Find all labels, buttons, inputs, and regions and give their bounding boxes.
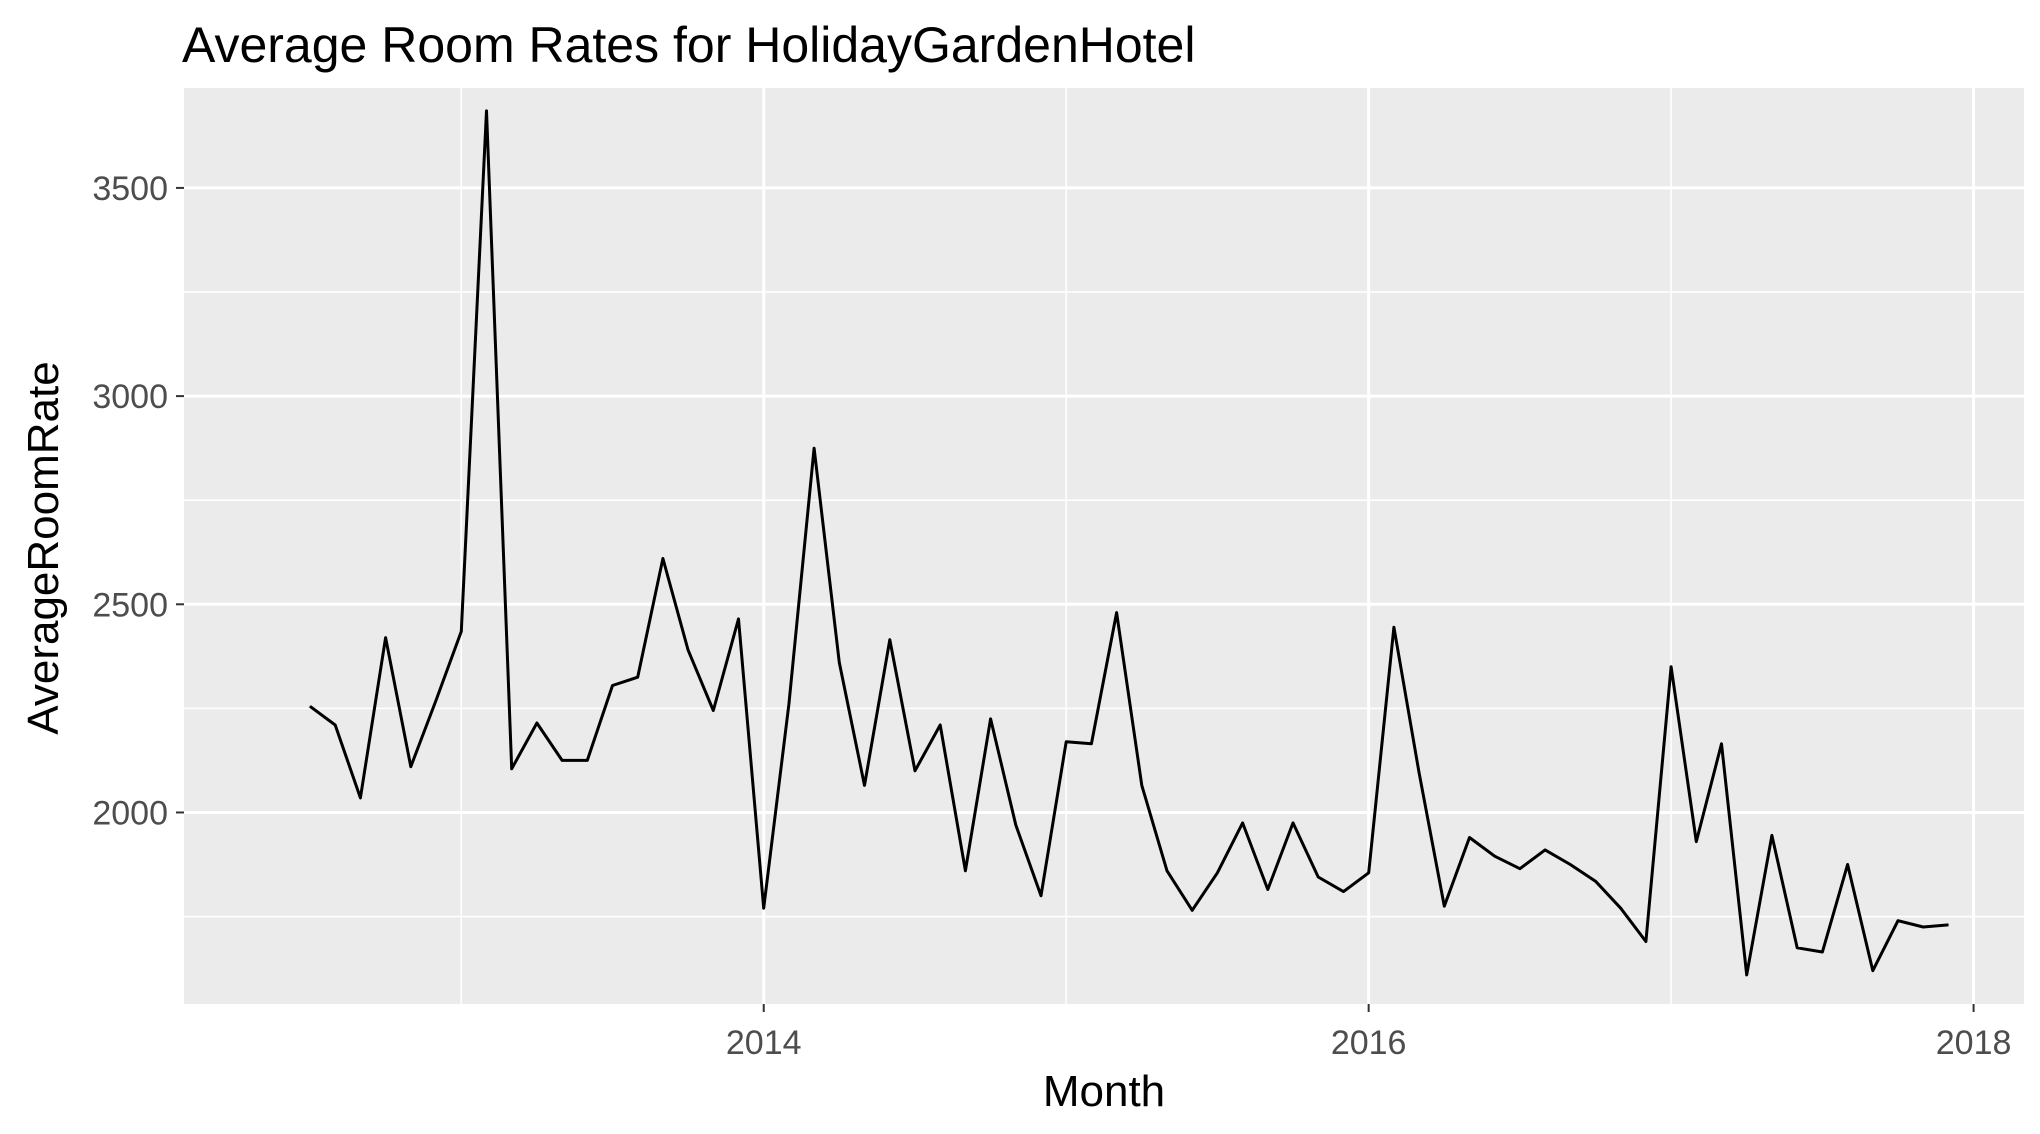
data-point bbox=[435, 699, 437, 701]
data-point bbox=[1292, 822, 1294, 824]
x-tick-label: 2018 bbox=[1936, 1024, 2012, 1062]
chart-title: Average Room Rates for HolidayGardenHote… bbox=[182, 17, 1195, 73]
data-point bbox=[1544, 849, 1546, 851]
tick-labels: 2000 2500 3000 3500 2014 2016 2018 bbox=[92, 170, 2011, 1062]
data-point bbox=[1090, 743, 1092, 745]
data-point bbox=[586, 759, 588, 761]
data-point bbox=[1897, 920, 1899, 922]
x-tick-label: 2016 bbox=[1331, 1024, 1407, 1062]
data-point bbox=[1847, 864, 1849, 865]
data-point bbox=[813, 447, 815, 449]
data-point bbox=[1343, 891, 1344, 893]
data-point bbox=[1116, 612, 1118, 614]
data-point bbox=[1494, 855, 1496, 857]
y-tick-label: 3000 bbox=[92, 378, 168, 416]
data-point bbox=[738, 618, 739, 620]
data-point bbox=[410, 766, 412, 768]
data-point bbox=[1746, 974, 1748, 976]
data-point bbox=[536, 722, 538, 724]
data-point bbox=[511, 768, 513, 770]
data-point bbox=[1519, 868, 1521, 870]
data-point bbox=[359, 797, 361, 799]
data-point bbox=[1267, 889, 1269, 890]
data-point bbox=[1065, 741, 1067, 743]
data-point bbox=[1569, 864, 1571, 865]
data-point bbox=[1191, 909, 1193, 911]
data-point bbox=[939, 724, 941, 726]
data-series bbox=[309, 109, 1949, 977]
data-point bbox=[1141, 784, 1143, 786]
data-point bbox=[1872, 970, 1874, 972]
data-point bbox=[334, 724, 336, 726]
data-point bbox=[964, 870, 966, 872]
data-point bbox=[712, 710, 714, 711]
data-point bbox=[990, 718, 992, 720]
data-point bbox=[662, 558, 664, 559]
data-point bbox=[1620, 907, 1622, 909]
data-point bbox=[687, 649, 689, 651]
data-point bbox=[1595, 880, 1596, 882]
plot-panel bbox=[184, 88, 2024, 1004]
data-point bbox=[1317, 876, 1319, 878]
x-tick-label: 2014 bbox=[726, 1024, 802, 1062]
y-axis-title: AverageRoomRate bbox=[19, 361, 68, 734]
data-point bbox=[864, 784, 865, 786]
data-point bbox=[1947, 924, 1949, 926]
data-point bbox=[561, 759, 563, 761]
data-point bbox=[1242, 822, 1244, 824]
data-point bbox=[1821, 951, 1823, 953]
data-point bbox=[1216, 872, 1218, 874]
data-point bbox=[1443, 905, 1445, 907]
data-point bbox=[1695, 841, 1697, 843]
data-point bbox=[1645, 941, 1647, 942]
data-point bbox=[486, 110, 487, 112]
data-point bbox=[1393, 626, 1395, 628]
data-point bbox=[1015, 824, 1017, 826]
series-line bbox=[309, 109, 1949, 977]
data-point bbox=[838, 662, 840, 664]
data-point bbox=[763, 907, 765, 909]
data-point bbox=[460, 630, 462, 632]
y-tick-label: 2000 bbox=[92, 794, 168, 832]
data-point bbox=[385, 637, 387, 639]
data-point bbox=[1771, 834, 1773, 836]
data-point bbox=[914, 770, 916, 772]
axis-ticks bbox=[176, 186, 1975, 1012]
y-tick-label: 3500 bbox=[92, 170, 168, 208]
data-point bbox=[1166, 870, 1168, 872]
data-point bbox=[1796, 947, 1798, 949]
data-point bbox=[1368, 872, 1370, 874]
x-axis-title: Month bbox=[1043, 1067, 1165, 1116]
data-point bbox=[612, 685, 613, 686]
data-point bbox=[1418, 772, 1420, 774]
data-point bbox=[309, 705, 311, 707]
data-point bbox=[1721, 743, 1722, 745]
data-point bbox=[1922, 926, 1924, 928]
data-point bbox=[1040, 895, 1042, 897]
data-point bbox=[889, 639, 891, 641]
data-point bbox=[1469, 837, 1470, 838]
data-point bbox=[637, 676, 639, 678]
data-point bbox=[1670, 666, 1672, 668]
y-tick-label: 2500 bbox=[92, 586, 168, 624]
data-point bbox=[788, 703, 790, 705]
